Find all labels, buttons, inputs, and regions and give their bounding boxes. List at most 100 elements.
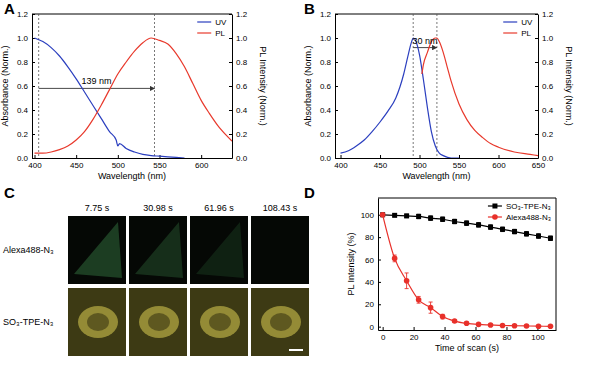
axis-line <box>379 330 557 331</box>
tick-mark <box>229 62 232 63</box>
legend-label: Alexa488-N₃ <box>506 213 551 222</box>
tick: 0.4 <box>535 106 554 115</box>
tick-label: 1.0 <box>542 34 554 43</box>
plot-area <box>341 14 538 158</box>
data-point <box>464 221 469 226</box>
micrograph-background <box>68 216 126 284</box>
error-cap <box>393 261 397 262</box>
tick: 0.4 <box>229 106 248 115</box>
micrograph-background <box>251 288 309 356</box>
data-point <box>440 217 445 222</box>
tick-mark <box>229 38 232 39</box>
tick: 450 <box>374 155 388 170</box>
tick: 0.0 <box>229 154 248 163</box>
data-point <box>512 323 518 329</box>
tick-label: 0.2 <box>542 130 554 139</box>
panel-label: B <box>304 0 315 17</box>
tick-mark <box>201 155 202 158</box>
legend-entry: SO₃-TPE-N₃ <box>488 202 551 211</box>
micrograph <box>251 288 309 356</box>
tick-mark <box>378 260 381 261</box>
axis: 400450500550600650 <box>334 155 545 170</box>
axis-line <box>33 158 233 159</box>
tick-label: 0.8 <box>320 58 332 67</box>
tick-label: 1.2 <box>542 10 554 19</box>
plot-area <box>35 14 233 158</box>
tick-mark <box>378 237 381 238</box>
error-cap <box>405 288 409 289</box>
tick-mark <box>118 155 119 158</box>
cell-shape <box>196 222 244 278</box>
micrograph <box>251 216 309 284</box>
tick: 0.8 <box>320 58 338 67</box>
axis-line <box>336 158 539 159</box>
data-point <box>392 213 397 218</box>
tick-label: 40 <box>441 333 450 342</box>
tick-mark <box>341 155 342 158</box>
tick-mark <box>335 158 338 159</box>
x-axis-title: Wavelength (nm) <box>98 171 166 181</box>
tick: 1.2 <box>17 10 35 19</box>
tick: 1.2 <box>229 10 248 19</box>
axis: 0.00.20.40.60.81.01.2 <box>229 10 248 163</box>
tick: 600 <box>492 155 506 170</box>
tick-label: 1.2 <box>17 10 29 19</box>
legend-entry: UV <box>197 18 227 27</box>
y2-axis-title: PL Intensity (Norm.) <box>564 46 574 126</box>
data-point <box>524 323 530 329</box>
data-point <box>524 231 529 236</box>
nucleus-shape <box>148 313 170 331</box>
cell-shape <box>139 306 179 338</box>
tick-label: 60 <box>365 256 374 265</box>
tick-label: 80 <box>503 333 512 342</box>
tick-label: 0.6 <box>542 82 554 91</box>
series-line <box>341 38 459 158</box>
axis-line <box>378 199 379 331</box>
tick-mark <box>229 14 232 15</box>
tick: 0.4 <box>17 106 35 115</box>
error-cap <box>393 255 397 256</box>
tick: 0.2 <box>320 130 338 139</box>
tick-label: 100 <box>531 333 545 342</box>
data-point <box>512 229 517 234</box>
tick-label: 450 <box>70 161 84 170</box>
tick-label: 0.4 <box>236 106 248 115</box>
tick-label: 400 <box>334 161 348 170</box>
series-line <box>422 38 538 156</box>
tick: 20 <box>365 300 381 309</box>
legend-swatch <box>197 32 211 33</box>
tick-label: 0.8 <box>236 58 248 67</box>
data-point <box>548 324 554 330</box>
tick: 60 <box>472 327 481 342</box>
y-axis-title: PL Intensity (%) <box>346 232 356 295</box>
y-axis-title: Absorbance (Norm.) <box>0 45 10 126</box>
legend-label: UV <box>521 18 533 27</box>
guide-line <box>154 14 155 158</box>
tick-label: 20 <box>410 333 419 342</box>
cell-shape <box>74 222 122 278</box>
column-label: 108.43 s <box>263 203 298 213</box>
axis: 0.00.20.40.60.81.01.2 <box>17 10 35 163</box>
tick-label: 450 <box>374 161 388 170</box>
tick-mark <box>535 110 538 111</box>
tick: 1.0 <box>17 34 35 43</box>
data-point <box>488 322 494 328</box>
legend-label: PL <box>215 29 225 38</box>
tick-mark <box>535 38 538 39</box>
plot-area <box>380 212 553 329</box>
panel-label: D <box>304 184 315 201</box>
tick: 0.6 <box>535 82 554 91</box>
data-point <box>404 213 409 218</box>
data-point <box>488 225 493 230</box>
micrograph-background <box>251 216 309 284</box>
tick-mark <box>459 155 460 158</box>
tick: 0.6 <box>17 82 35 91</box>
data-point <box>536 323 542 329</box>
tick: 80 <box>365 233 381 242</box>
tick: 1.0 <box>320 34 338 43</box>
row-label: Alexa488-N₃ <box>3 245 54 255</box>
tick-mark <box>380 155 381 158</box>
tick-mark <box>414 327 415 330</box>
tick: 40 <box>365 278 381 287</box>
tick-mark <box>32 86 35 87</box>
